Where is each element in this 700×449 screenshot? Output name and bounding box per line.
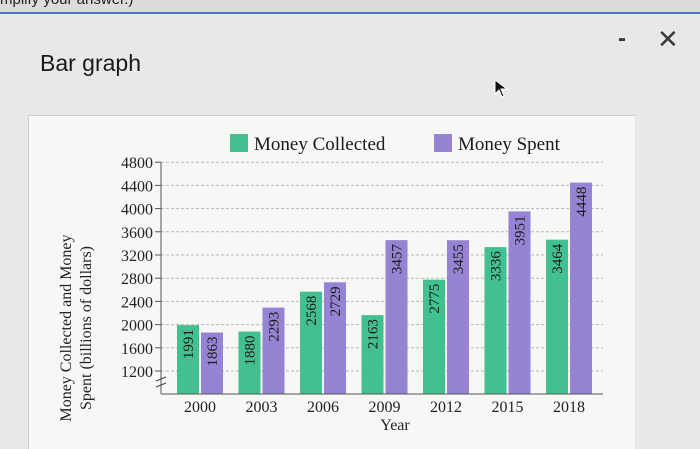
bar-money-spent [447,240,469,394]
bar-data-label: 1991 [181,329,197,359]
bar-money-collected [300,291,322,394]
dialog-title: Bar graph [40,50,142,76]
y-tick-label: 1200 [121,364,153,381]
bar-data-label: 1863 [205,337,221,367]
y-tick-label: 4800 [121,155,153,172]
bar-data-label: 3951 [513,215,529,245]
bar-data-label: 3457 [390,244,406,275]
legend-label-money-collected: Money Collected [254,134,386,155]
bar-data-label: 3464 [550,243,566,273]
bar-money-collected [238,331,261,394]
bar-data-label: 2775 [427,284,443,314]
y-tick-label: 2800 [121,271,153,288]
y-tick-label: 4400 [121,178,153,195]
x-tick-label: 2006 [307,399,339,416]
bar-data-label: 3336 [489,251,505,282]
bar-money-collected [361,315,384,394]
y-tick-label: 2400 [121,294,153,311]
legend-swatch-money-spent [434,134,452,152]
x-tick-label: 2000 [184,399,216,416]
legend-label-money-spent: Money Spent [458,134,561,155]
y-tick-label: 4000 [121,202,153,219]
y-tick-label: 1600 [121,341,153,358]
bar-money-spent [324,282,346,394]
bar-money-collected [177,325,199,394]
x-tick-label: 2018 [553,399,585,416]
bar-money-collected [423,279,445,394]
bar-data-label: 2163 [366,319,382,349]
bar-data-label: 2568 [304,296,320,326]
x-tick-label: 2012 [430,399,462,416]
bar-money-spent [508,211,531,394]
close-icon[interactable]: ✕ [657,24,679,54]
x-axis-label: Year [380,417,410,434]
bar-chart: 1991 1863 1880 2293 2568 2729 2163 3457 2775 3455… [58,134,603,434]
bar-money-collected [546,239,568,394]
question-text-strip: mplify your answer.) [0,0,700,14]
x-tick-label: 2003 [246,399,278,416]
question-text: mplify your answer.) [0,0,133,8]
bar-data-label: 4448 [574,187,590,217]
bar-money-spent [385,240,408,394]
bar-data-label: 3455 [451,244,467,274]
bar-money-spent [201,332,223,394]
bar-data-label: 1880 [243,336,259,366]
mouse-pointer-icon [494,79,510,104]
minimize-icon[interactable]: - [618,25,626,52]
y-axis-label-line2: Spent (billions of dollars) [78,246,95,410]
bar-money-collected [484,247,507,394]
y-tick-label: 3600 [121,225,153,242]
x-tick-label: 2009 [369,399,401,416]
y-tick-label: 3200 [121,248,153,265]
y-axis-label-line1: Money Collected and Money [58,234,75,421]
bar-chart-panel: 1991 1863 1880 2293 2568 2729 2163 3457 2775 3455… [28,115,635,449]
bar-money-spent [262,307,285,394]
axis-break-icon [155,376,167,388]
bar-money-spent [570,182,592,394]
bar-data-label: 2293 [267,312,283,342]
legend-swatch-money-collected [230,134,248,152]
bar-data-label: 2729 [328,286,344,316]
y-tick-label: 2000 [121,318,153,335]
x-tick-label: 2015 [492,399,524,416]
